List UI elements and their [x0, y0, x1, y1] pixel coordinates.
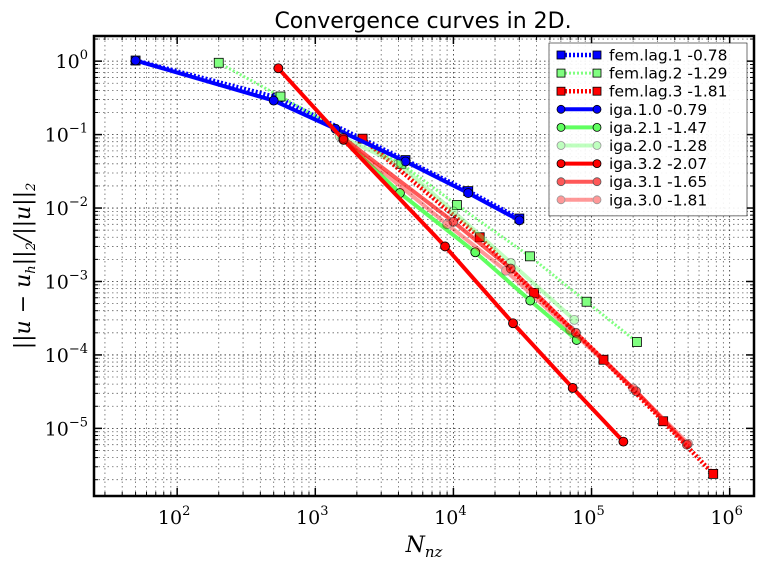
data-point [631, 386, 641, 397]
y-tick-label: 10−3 [45, 268, 88, 293]
data-point [338, 134, 349, 145]
data-point [440, 241, 450, 252]
data-point [393, 158, 404, 169]
legend-entry [556, 123, 602, 132]
legend-marker [556, 195, 566, 205]
legend-entry [556, 68, 602, 78]
data-point [581, 296, 592, 307]
series-line [135, 58, 521, 223]
legend-marker [556, 123, 566, 132]
data-point [442, 219, 452, 230]
legend-marker [556, 141, 566, 150]
series-iga-3-1 [338, 133, 692, 450]
legend-entry [556, 159, 602, 169]
data-series [130, 55, 719, 479]
legend-marker [556, 104, 566, 114]
y-tick-label: 100 [56, 48, 88, 73]
data-point [463, 188, 474, 198]
legend-marker [592, 86, 602, 96]
data-point [501, 265, 511, 276]
legend-marker [556, 50, 566, 60]
data-point [569, 314, 580, 325]
data-point [400, 156, 411, 167]
x-tick-label: 104 [434, 504, 466, 529]
legend-marker [592, 68, 602, 78]
legend-label: iga.3.0 -1.81 [609, 191, 707, 209]
data-point [338, 133, 349, 143]
legend-marker [592, 177, 602, 187]
legend-label: iga.3.1 -1.65 [609, 173, 707, 191]
data-point [570, 327, 581, 338]
data-point [567, 383, 578, 393]
legend-entry [556, 104, 602, 114]
legend-label: iga.3.2 -2.07 [609, 155, 707, 173]
legend-label: iga.2.1 -1.47 [609, 119, 707, 137]
data-point [505, 263, 516, 274]
data-point [683, 438, 693, 449]
legend-label: iga.1.0 -0.79 [609, 101, 707, 119]
legend-marker [592, 123, 602, 132]
legend-marker [592, 50, 602, 60]
axis-ticks: 102 103 104 105 106 100 10−1 10−2 10−3 10−4 10−5 [45, 36, 754, 529]
data-point [508, 318, 518, 329]
x-tick-label: 103 [296, 504, 328, 529]
plot-frame [92, 34, 756, 498]
data-point [448, 216, 459, 227]
legend-marker [592, 104, 602, 114]
x-axis-label-text: Nnz [405, 533, 443, 561]
legend-entry [556, 86, 602, 96]
data-point [618, 436, 629, 447]
x-tick-label: 106 [710, 504, 742, 529]
data-point [452, 200, 462, 210]
legend-marker [556, 177, 566, 187]
y-tick-label: 10−2 [45, 195, 88, 220]
legend-entry [556, 177, 602, 187]
legend-marker [556, 68, 566, 78]
x-axis-label: Nnz [405, 533, 443, 561]
data-point [213, 57, 224, 68]
series-iga-1-0 [130, 55, 525, 226]
data-point [130, 55, 141, 66]
legend-marker [592, 195, 602, 205]
x-tick-label: 102 [158, 504, 190, 529]
legend-entry [556, 141, 602, 150]
series-iga-3-0 [338, 134, 693, 449]
data-point [628, 383, 639, 394]
y-tick-label: 10−5 [45, 415, 88, 440]
series-line [276, 66, 625, 443]
legend-label: fem.lag.2 -1.29 [609, 65, 727, 83]
legend-marker [592, 141, 602, 150]
chart-title: Convergence curves in 2D. [274, 9, 571, 34]
data-point [681, 439, 692, 450]
data-point [525, 251, 535, 262]
legend-label: fem.lag.3 -1.81 [609, 83, 727, 101]
legend-entry [556, 50, 602, 60]
series-line [338, 134, 576, 322]
y-axis-label-text: ||u − uh​||2​/||u||2​ [11, 183, 39, 350]
data-point [708, 468, 719, 479]
series-line [342, 138, 690, 446]
x-tick-label: 105 [572, 504, 604, 529]
legend-marker [592, 159, 602, 169]
legend-entry [556, 195, 602, 205]
y-tick-label: 10−4 [45, 342, 88, 367]
data-point [273, 63, 284, 74]
legend-label: iga.2.0 -1.28 [609, 137, 707, 155]
data-point [565, 324, 576, 335]
y-axis-label: ||u − uh​||2​/||u||2​ [11, 183, 39, 350]
data-point [448, 206, 459, 217]
legend-label: fem.lag.1 -0.78 [609, 47, 727, 65]
data-point [525, 295, 536, 306]
data-point [514, 215, 525, 226]
data-point [268, 95, 279, 106]
y-tick-label: 10−1 [45, 122, 88, 147]
data-point [470, 247, 481, 258]
legend-marker [556, 86, 566, 96]
series-line [342, 136, 689, 447]
data-point [632, 337, 642, 347]
legend-marker [556, 159, 566, 169]
